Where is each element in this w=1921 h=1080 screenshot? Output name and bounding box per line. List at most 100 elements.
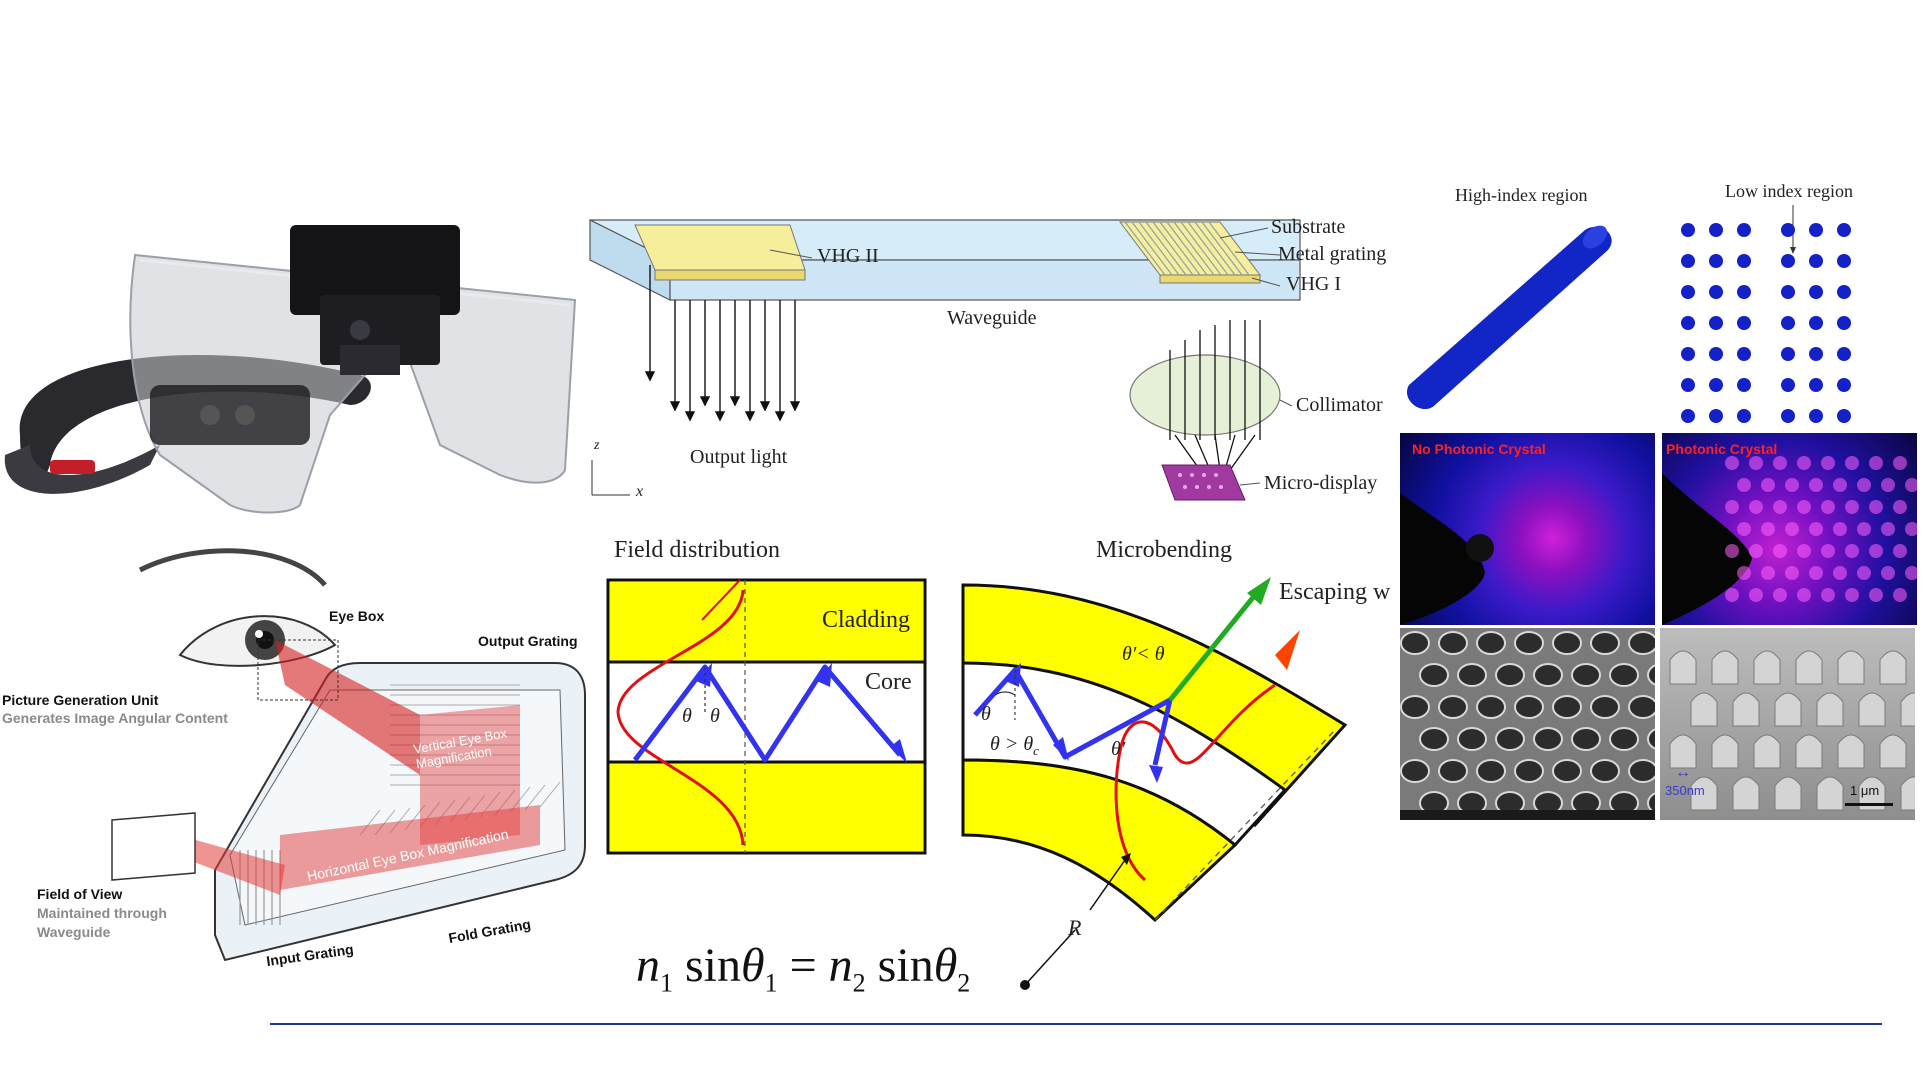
sem-hole [1590, 759, 1620, 783]
lattice-dot [1809, 409, 1823, 423]
sem-pillar [1900, 692, 1915, 727]
sem-pillar [1858, 776, 1886, 811]
pc-spot [1797, 456, 1811, 470]
lattice-dot [1681, 378, 1695, 392]
lattice-dot [1809, 347, 1823, 361]
pc-spot [1761, 522, 1775, 536]
sem-pillars-image: 350nm ↔ 1 μm [1660, 628, 1915, 820]
label-theta-bend: θ [981, 703, 991, 725]
sem-pillar [1816, 776, 1844, 811]
lattice-dot [1809, 378, 1823, 392]
field-distribution-svg [606, 578, 927, 855]
pc-spot [1773, 544, 1787, 558]
pc-spot [1809, 478, 1823, 492]
pc-spot [1749, 500, 1763, 514]
eye-waveguide-svg [111, 548, 586, 962]
label-theta-right: θ [710, 705, 720, 727]
sem-pillar [1879, 734, 1907, 769]
photo-photonic-crystal: Photonic Crystal [1662, 433, 1917, 625]
headset-illustration [4, 225, 577, 514]
sem-pillar [1900, 776, 1915, 811]
formula-sub1b: 1 [764, 968, 778, 998]
sem-hole [1628, 759, 1655, 783]
lattice-dot [1809, 254, 1823, 268]
sem-holes-svg [1400, 631, 1655, 815]
pc-spot [1821, 500, 1835, 514]
pc-spot [1749, 544, 1763, 558]
pc-spot [1893, 544, 1907, 558]
sem-hole [1457, 727, 1487, 751]
label-no-pc: No Photonic Crystal [1412, 441, 1546, 457]
sem-pillar [1690, 692, 1718, 727]
pc-spot [1905, 478, 1917, 492]
sem-pillar [1795, 650, 1823, 685]
pc-spot [1797, 544, 1811, 558]
pc-spot [1833, 522, 1847, 536]
sem-pillar [1837, 734, 1865, 769]
lattice-dot [1809, 316, 1823, 330]
photo-no-photonic-crystal: No Photonic Crystal [1400, 433, 1655, 625]
sem-hole [1571, 663, 1601, 687]
pc-spot [1773, 456, 1787, 470]
pc-spot [1905, 522, 1917, 536]
lattice-dot [1837, 254, 1851, 268]
lattice-dot [1737, 409, 1751, 423]
label-vhg1: VHG I [1286, 273, 1341, 295]
pc-spot [1845, 588, 1859, 602]
no-pc-shadow [1400, 493, 1494, 625]
sem-pillar [1858, 692, 1886, 727]
label-collimator: Collimator [1296, 394, 1383, 416]
lattice-dot [1737, 347, 1751, 361]
theta-c-subscript: c [1033, 743, 1039, 758]
pc-spot [1833, 566, 1847, 580]
photonic-index-diagram: High-index region Low index region [1395, 175, 1921, 430]
lattice-dot [1709, 316, 1723, 330]
pc-spot [1869, 544, 1883, 558]
sem-holes-image [1400, 628, 1655, 820]
sem-pillar [1753, 734, 1781, 769]
pc-spot [1809, 522, 1823, 536]
lattice-dot [1781, 285, 1795, 299]
pc-spot [1845, 500, 1859, 514]
label-1um: 1 μm [1850, 783, 1880, 798]
field-distribution-diagram: Field distribution Cladding Core θ θ [600, 535, 940, 865]
lattice-dot [1781, 378, 1795, 392]
pc-spot [1725, 588, 1739, 602]
formula-theta1: θ [741, 939, 765, 992]
pc-spot [1845, 544, 1859, 558]
label-low-index: Low index region [1725, 181, 1853, 201]
lattice-dot [1737, 254, 1751, 268]
lattice-dot [1737, 316, 1751, 330]
sem-hole [1400, 631, 1430, 655]
sem-hole [1514, 631, 1544, 655]
sem-hole [1609, 727, 1639, 751]
sem-hole [1514, 759, 1544, 783]
photonic-dot-lattice [1681, 223, 1851, 423]
lattice-dot [1681, 285, 1695, 299]
label-escaping: Escaping w [1279, 579, 1391, 605]
label-theta-left: θ [682, 705, 692, 727]
lattice-dot [1709, 378, 1723, 392]
sem-hole [1609, 663, 1639, 687]
label-output-light: Output light [690, 446, 788, 468]
label-radius: R [1068, 915, 1082, 940]
pc-pattern [1662, 456, 1917, 625]
lattice-dot [1709, 409, 1723, 423]
scale-bar-1um [1845, 803, 1893, 806]
formula-sub2: 2 [852, 968, 866, 998]
pc-spot [1725, 456, 1739, 470]
sem-hole [1628, 695, 1655, 719]
sem-hole [1476, 695, 1506, 719]
label-substrate: Substrate [1271, 216, 1346, 238]
formula-sub2b: 2 [957, 968, 971, 998]
lattice-dot [1709, 254, 1723, 268]
pc-spot [1845, 456, 1859, 470]
pc-spot [1737, 478, 1751, 492]
sem-hole [1495, 663, 1525, 687]
lattice-dot [1737, 285, 1751, 299]
sem-pillar [1753, 650, 1781, 685]
pc-spot [1773, 588, 1787, 602]
label-fov-sub2: Waveguide [37, 924, 111, 940]
lattice-dot [1681, 409, 1695, 423]
formula-n2: n [828, 939, 853, 992]
